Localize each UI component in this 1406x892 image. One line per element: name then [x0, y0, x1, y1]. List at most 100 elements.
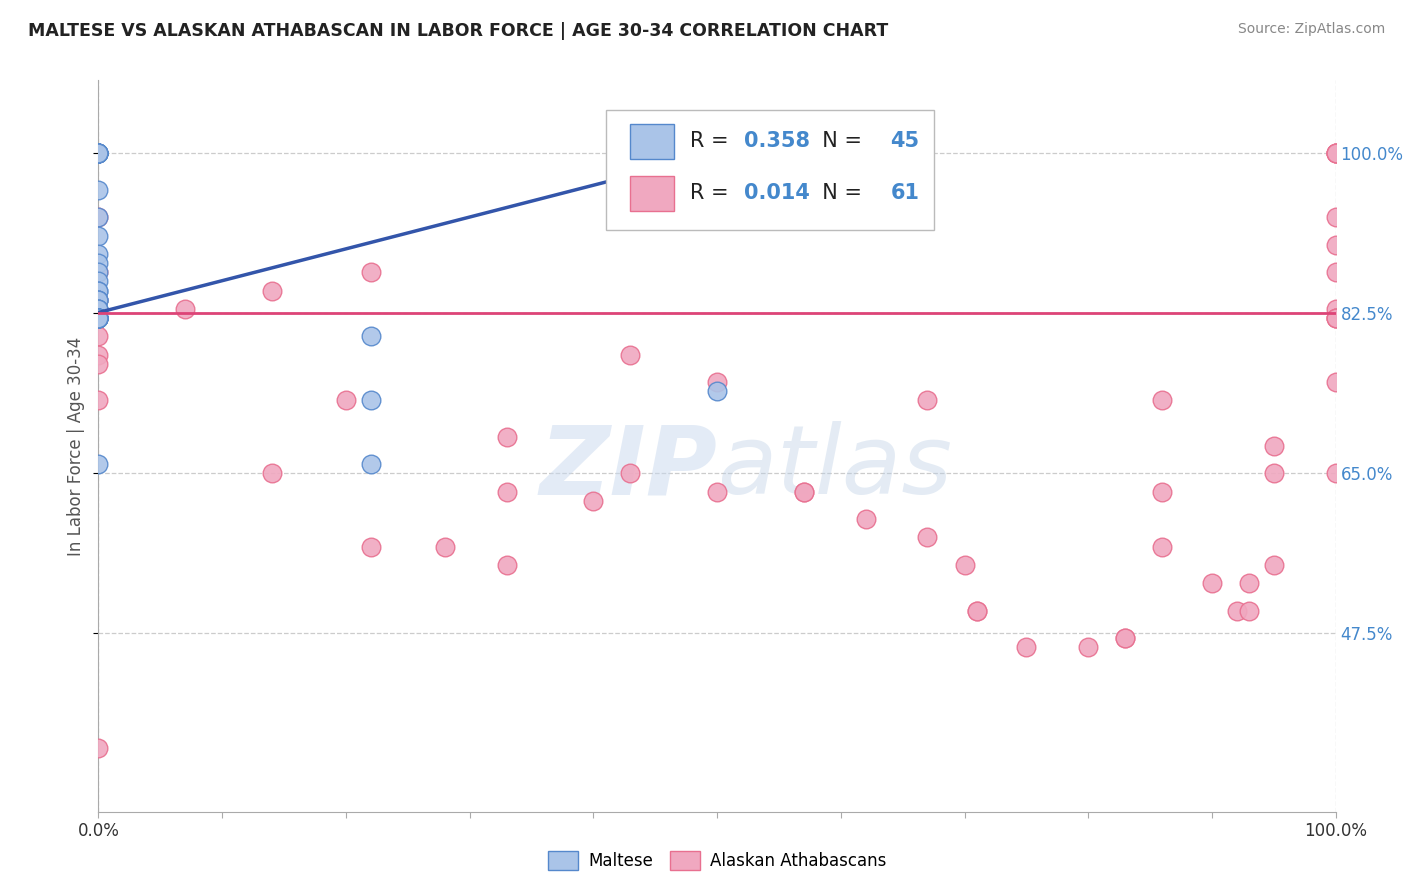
Text: N =: N =	[808, 183, 869, 203]
Point	[335, 393, 357, 408]
Point	[360, 393, 382, 408]
Point	[917, 530, 939, 544]
Point	[87, 146, 110, 161]
Point	[1263, 439, 1285, 453]
Point	[1114, 631, 1136, 645]
Point	[706, 375, 728, 389]
Point	[87, 211, 110, 225]
Point	[87, 311, 110, 326]
Point	[87, 146, 110, 161]
Text: MALTESE VS ALASKAN ATHABASCAN IN LABOR FORCE | AGE 30-34 CORRELATION CHART: MALTESE VS ALASKAN ATHABASCAN IN LABOR F…	[28, 22, 889, 40]
Point	[1152, 540, 1174, 554]
Point	[87, 311, 110, 326]
Point	[87, 146, 110, 161]
Text: 0.014: 0.014	[744, 183, 810, 203]
Point	[87, 348, 110, 362]
Point	[706, 384, 728, 399]
Text: 0.358: 0.358	[744, 131, 810, 151]
Point	[87, 146, 110, 161]
Text: R =: R =	[690, 131, 735, 151]
Point	[1015, 640, 1038, 655]
Point	[87, 393, 110, 408]
Text: 45: 45	[890, 131, 920, 151]
Point	[87, 146, 110, 161]
Point	[1324, 211, 1347, 225]
Point	[495, 558, 517, 572]
Point	[582, 494, 605, 508]
Point	[87, 301, 110, 316]
Text: N =: N =	[808, 131, 869, 151]
Point	[1324, 265, 1347, 279]
Point	[87, 311, 110, 326]
Point	[1263, 467, 1285, 481]
Point	[1324, 146, 1347, 161]
Point	[87, 256, 110, 270]
Point	[1324, 146, 1347, 161]
Point	[87, 275, 110, 289]
Point	[953, 558, 976, 572]
Point	[87, 146, 110, 161]
Point	[87, 293, 110, 307]
Y-axis label: In Labor Force | Age 30-34: In Labor Force | Age 30-34	[67, 336, 86, 556]
Point	[87, 211, 110, 225]
Point	[87, 293, 110, 307]
Point	[87, 301, 110, 316]
Text: 61: 61	[890, 183, 920, 203]
Point	[1114, 631, 1136, 645]
Point	[87, 311, 110, 326]
FancyBboxPatch shape	[630, 176, 673, 211]
Point	[1237, 604, 1260, 618]
Point	[619, 467, 641, 481]
Point	[87, 228, 110, 243]
Point	[87, 265, 110, 279]
Point	[917, 393, 939, 408]
Point	[174, 301, 197, 316]
Point	[87, 293, 110, 307]
Point	[87, 301, 110, 316]
Text: atlas: atlas	[717, 421, 952, 515]
Point	[706, 484, 728, 499]
Point	[1324, 311, 1347, 326]
Point	[87, 311, 110, 326]
Point	[87, 311, 110, 326]
Point	[87, 293, 110, 307]
Point	[87, 146, 110, 161]
Point	[87, 311, 110, 326]
Point	[1324, 146, 1347, 161]
Point	[87, 284, 110, 298]
Point	[1152, 393, 1174, 408]
Point	[87, 311, 110, 326]
Point	[87, 311, 110, 326]
Point	[1324, 238, 1347, 252]
Point	[433, 540, 456, 554]
Point	[495, 430, 517, 444]
Point	[1201, 576, 1223, 591]
Text: Source: ZipAtlas.com: Source: ZipAtlas.com	[1237, 22, 1385, 37]
Point	[87, 247, 110, 261]
FancyBboxPatch shape	[630, 123, 673, 159]
Point	[87, 311, 110, 326]
Point	[966, 604, 988, 618]
Point	[87, 265, 110, 279]
Point	[495, 484, 517, 499]
Point	[260, 284, 283, 298]
Point	[87, 740, 110, 755]
Point	[87, 311, 110, 326]
Point	[1324, 467, 1347, 481]
Point	[87, 146, 110, 161]
Point	[87, 458, 110, 472]
Point	[360, 265, 382, 279]
Point	[1152, 484, 1174, 499]
Point	[87, 357, 110, 371]
Point	[87, 284, 110, 298]
Point	[1324, 311, 1347, 326]
Text: R =: R =	[690, 183, 735, 203]
Point	[87, 146, 110, 161]
Point	[87, 146, 110, 161]
Point	[87, 329, 110, 343]
Text: ZIP: ZIP	[538, 421, 717, 515]
Legend: Maltese, Alaskan Athabascans: Maltese, Alaskan Athabascans	[541, 844, 893, 877]
Point	[855, 512, 877, 526]
Point	[793, 484, 815, 499]
Point	[87, 311, 110, 326]
